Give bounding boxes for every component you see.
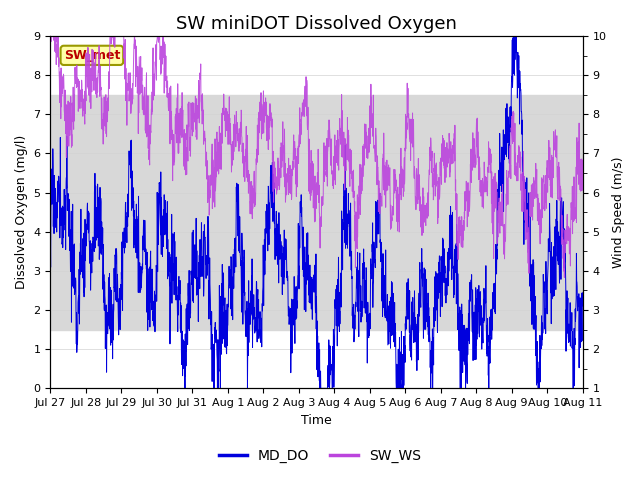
Title: SW miniDOT Dissolved Oxygen: SW miniDOT Dissolved Oxygen — [176, 15, 457, 33]
X-axis label: Time: Time — [301, 414, 332, 427]
Bar — [51, 95, 583, 330]
Y-axis label: Dissolved Oxygen (mg/l): Dissolved Oxygen (mg/l) — [15, 135, 28, 289]
Text: SW_met: SW_met — [64, 49, 120, 62]
Legend: MD_DO, SW_WS: MD_DO, SW_WS — [214, 443, 426, 468]
Y-axis label: Wind Speed (m/s): Wind Speed (m/s) — [612, 156, 625, 268]
